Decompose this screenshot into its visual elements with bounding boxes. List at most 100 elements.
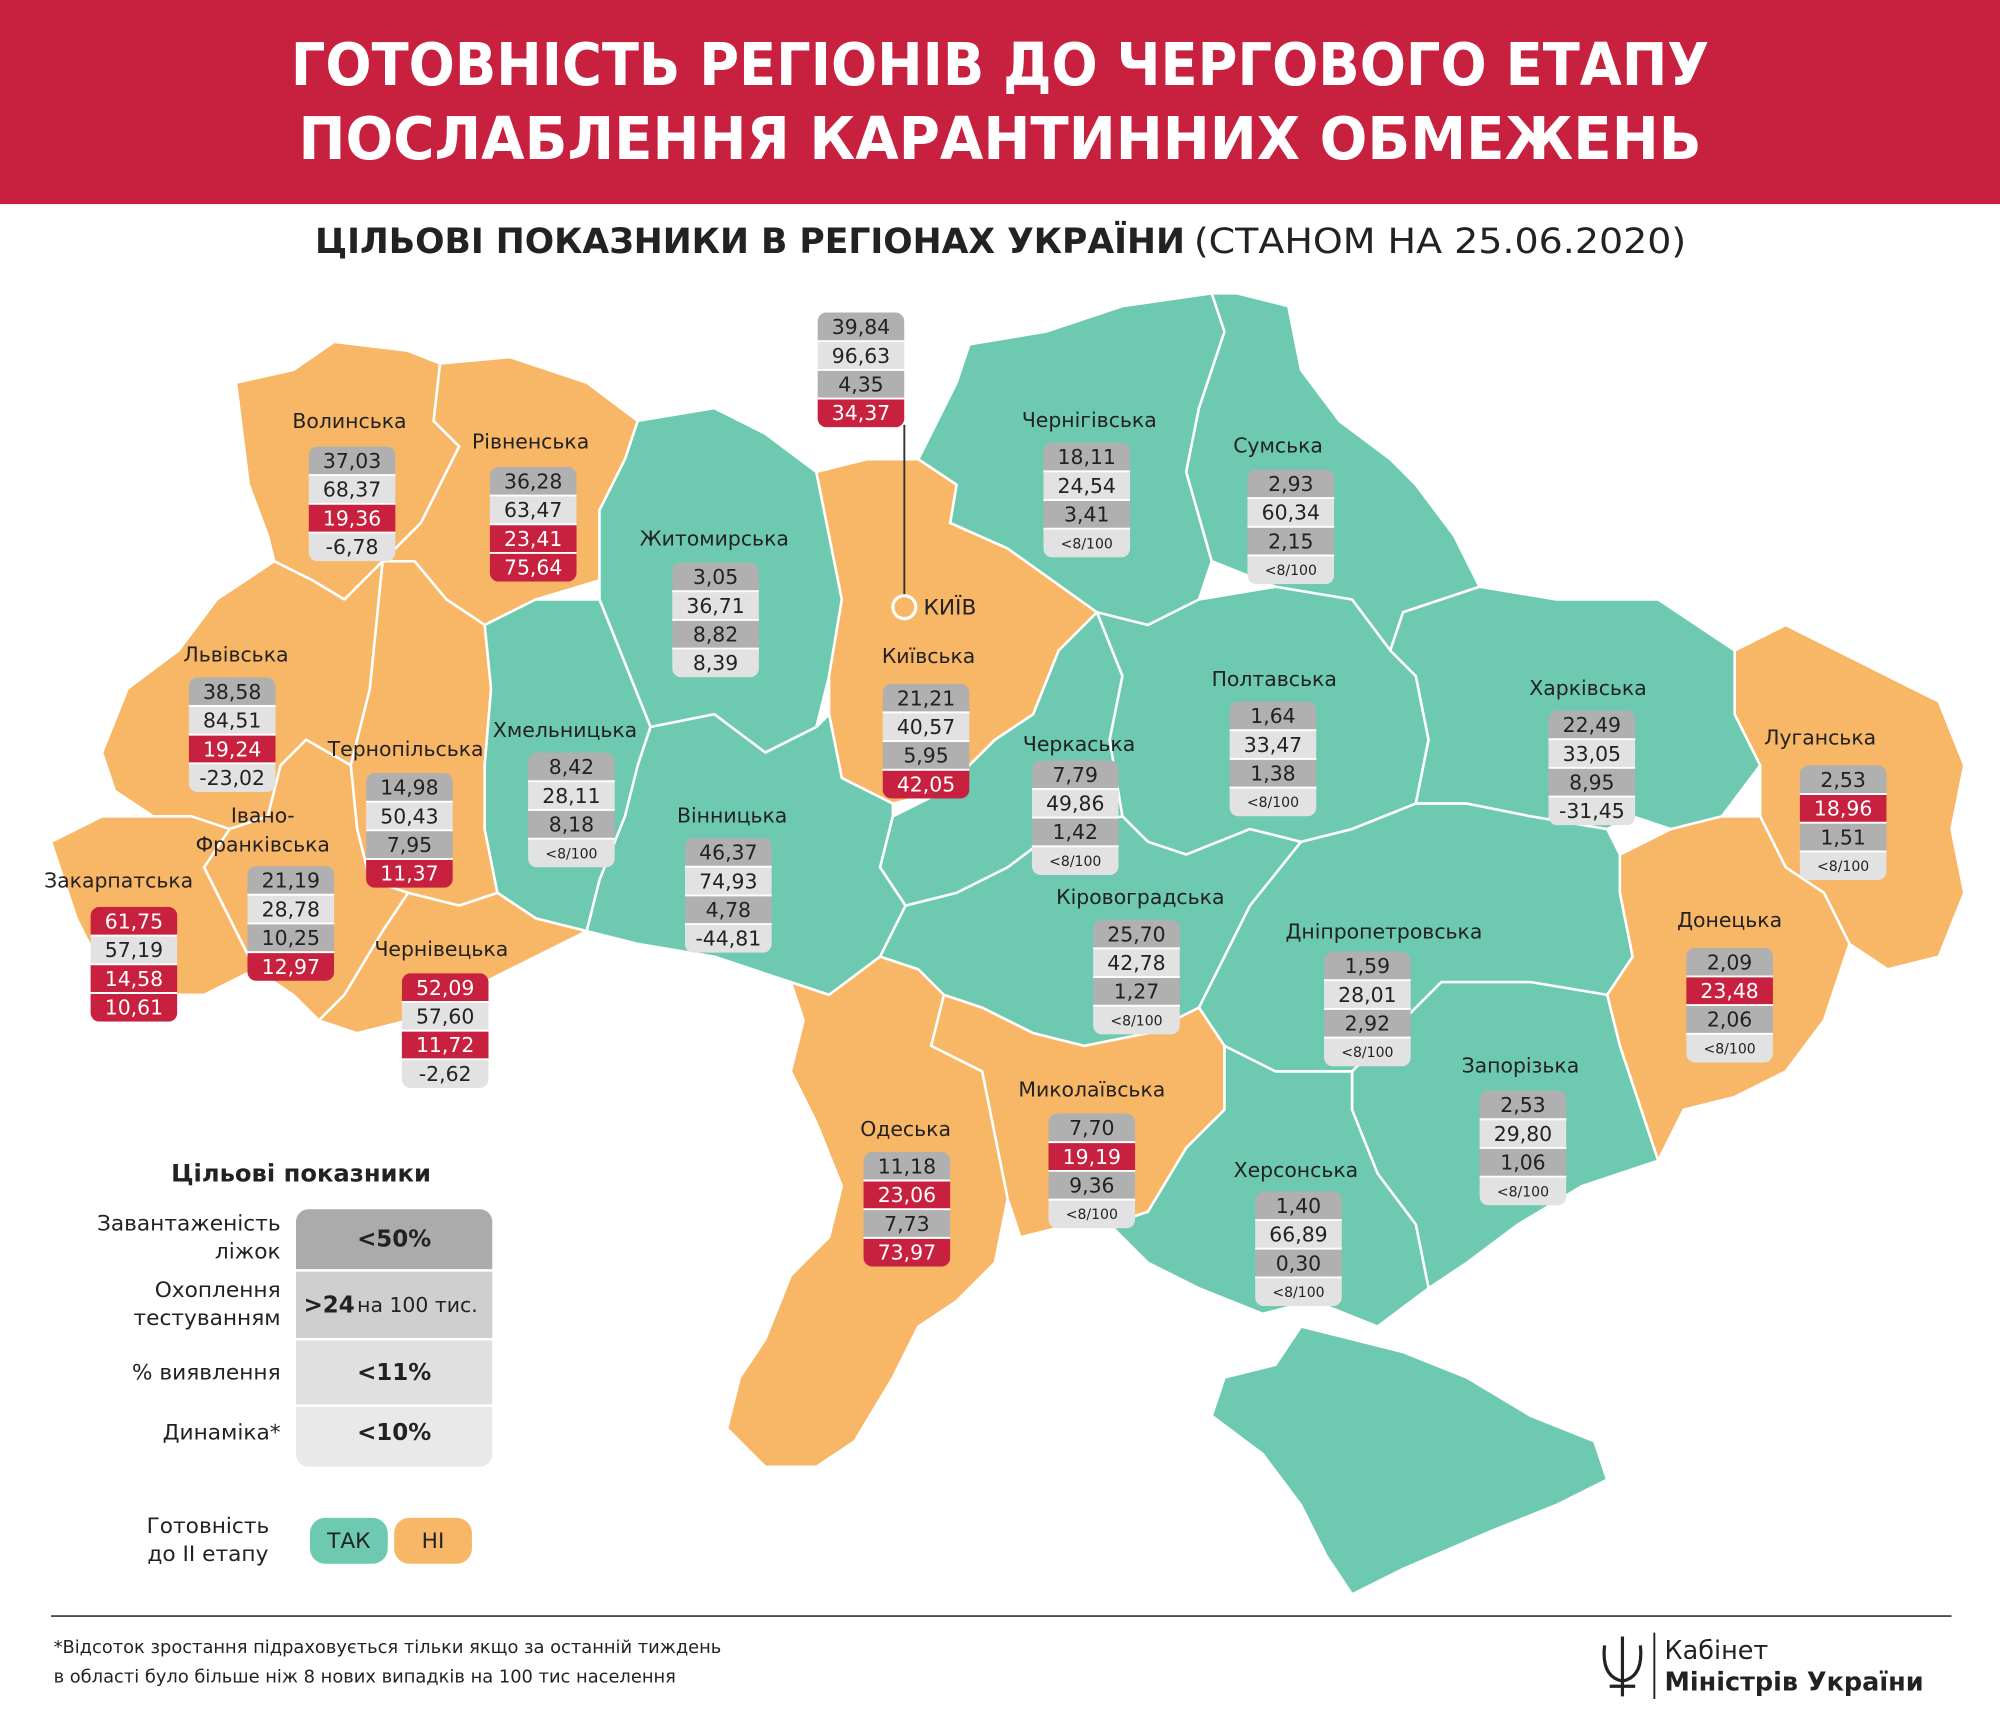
region-name: Вінницька — [677, 803, 787, 827]
indicator-value: 23,06 — [878, 1183, 936, 1207]
indicator-box: 14,98 50,43 7,95 11,37 — [366, 772, 453, 888]
kyiv-marker — [891, 594, 918, 621]
indicator-value: 14,58 — [105, 967, 163, 991]
indicator-cell — [366, 801, 453, 831]
indicator-cell — [1048, 1142, 1136, 1171]
title-line: ПОСЛАБЛЕННЯ КАРАНТИННИХ ОБМЕЖЕНЬ — [298, 105, 1701, 173]
indicator-box: 46,37 74,93 4,78 -44,81 — [684, 838, 772, 953]
indicator-cell — [863, 1151, 951, 1181]
indicator-value: 5,95 — [903, 744, 948, 768]
indicator-box: 1,40 66,89 0,30 <8/100 — [1255, 1191, 1342, 1307]
indicator-value: 1,42 — [1053, 820, 1098, 844]
region-name: Хмельницька — [493, 718, 637, 742]
indicator-cell — [1048, 1170, 1136, 1200]
indicator-value: <8/100 — [1704, 1041, 1756, 1057]
indicator-cell — [489, 552, 577, 582]
region-name: Харківська — [1529, 676, 1646, 700]
indicator-value: 2,53 — [1500, 1093, 1545, 1117]
indicator-value: 2,09 — [1707, 950, 1752, 974]
indicator-value: 39,84 — [832, 315, 890, 339]
indicator-value: 7,73 — [884, 1212, 929, 1236]
indicator-value: 2,15 — [1268, 529, 1313, 553]
indicator-rows — [366, 772, 453, 888]
indicator-value: 4,35 — [838, 373, 883, 397]
indicator-value: 23,48 — [1700, 979, 1758, 1003]
indicator-value: 33,05 — [1563, 742, 1621, 766]
indicator-value: 1,51 — [1820, 825, 1865, 849]
legend-title: Цільові показники — [171, 1160, 431, 1188]
indicator-value: 2,06 — [1707, 1008, 1752, 1032]
region-name: Рівненська — [472, 430, 589, 454]
indicator-rows — [308, 446, 396, 562]
indicator-cell — [528, 838, 615, 868]
indicator-box: 7,70 19,19 9,36 <8/100 — [1048, 1113, 1136, 1229]
indicator-cell — [366, 830, 453, 860]
indicator-cell — [1799, 822, 1887, 852]
indicator-box: 2,53 29,80 1,06 <8/100 — [1479, 1090, 1567, 1206]
indicator-rows — [1686, 947, 1773, 1063]
indicator-cell — [882, 769, 970, 799]
indicator-cell — [366, 859, 453, 888]
indicator-value: 2,93 — [1268, 472, 1313, 496]
indicator-value: 1,06 — [1500, 1151, 1545, 1175]
indicator-value: 37,03 — [323, 449, 381, 473]
logo: Кабінет Міністрів України — [1602, 1632, 1924, 1699]
legend-swatch-no — [394, 1517, 472, 1564]
indicator-value: 57,60 — [416, 1005, 474, 1029]
legend-cell — [295, 1405, 493, 1467]
indicator-cell — [1323, 980, 1411, 1009]
indicator-cell — [1229, 758, 1317, 788]
indicator-cell — [1255, 1220, 1342, 1249]
indicator-value: 61,75 — [105, 910, 163, 934]
crimea-shape — [1210, 1325, 1609, 1596]
readiness-label: до ІІ етапу — [147, 1542, 268, 1567]
indicator-value: 1,38 — [1250, 762, 1295, 786]
indicator-cell — [1479, 1176, 1567, 1206]
indicator-value: 28,01 — [1338, 983, 1396, 1007]
indicator-rows — [489, 466, 577, 582]
indicator-cell — [401, 1030, 489, 1060]
indicator-value: 10,25 — [262, 926, 320, 950]
region-name: Франківська — [196, 833, 330, 857]
indicator-cell — [1548, 796, 1636, 826]
indicator-value: 7,79 — [1053, 763, 1098, 787]
indicator-value: 1,40 — [1276, 1194, 1321, 1218]
legend-value: <10% — [357, 1420, 431, 1446]
indicator-value: 25,70 — [1107, 922, 1165, 946]
indicator-value: 96,63 — [832, 344, 890, 368]
indicator-rows — [672, 562, 759, 678]
indicator-value: <8/100 — [1110, 1013, 1162, 1029]
region-name: Чернігівська — [1022, 408, 1157, 432]
indicator-value: <8/100 — [1066, 1207, 1118, 1223]
indicator-box: 25,70 42,78 1,27 <8/100 — [1093, 919, 1180, 1035]
indicator-rows — [1229, 701, 1317, 817]
region-name: Сумська — [1233, 433, 1323, 457]
indicator-value: 19,19 — [1063, 1145, 1121, 1169]
indicator-cell — [684, 895, 772, 925]
indicator-box: 18,11 24,54 3,41 <8/100 — [1043, 442, 1131, 558]
region-name: Херсонська — [1234, 1158, 1359, 1182]
indicator-rows — [817, 312, 905, 428]
indicator-rows — [1323, 951, 1411, 1067]
indicator-value: <8/100 — [1341, 1045, 1393, 1061]
indicator-rows — [188, 677, 276, 793]
indicator-value: 84,51 — [203, 709, 261, 733]
legend-label: Динаміка* — [163, 1421, 281, 1446]
indicator-value: 46,37 — [699, 841, 757, 865]
region-name: Полтавська — [1212, 667, 1337, 691]
indicator-box: 36,28 63,47 23,41 75,64 — [489, 466, 577, 582]
indicator-value: 8,42 — [549, 755, 594, 779]
indicator-box: 39,84 96,63 4,35 34,37 — [817, 312, 905, 428]
region-name: Дніпропетровська — [1285, 919, 1482, 943]
indicator-cell — [1093, 977, 1180, 1006]
indicator-cell — [528, 781, 615, 810]
indicator-value: 8,18 — [549, 813, 594, 837]
region-name: Житомирська — [640, 527, 789, 551]
indicator-cell — [882, 712, 970, 742]
indicator-cell — [489, 495, 577, 525]
indicator-cell — [1548, 710, 1636, 740]
indicator-box: 2,93 60,34 2,15 <8/100 — [1247, 469, 1335, 585]
legend-swatch-yes — [309, 1517, 388, 1564]
indicator-cell — [863, 1209, 951, 1238]
